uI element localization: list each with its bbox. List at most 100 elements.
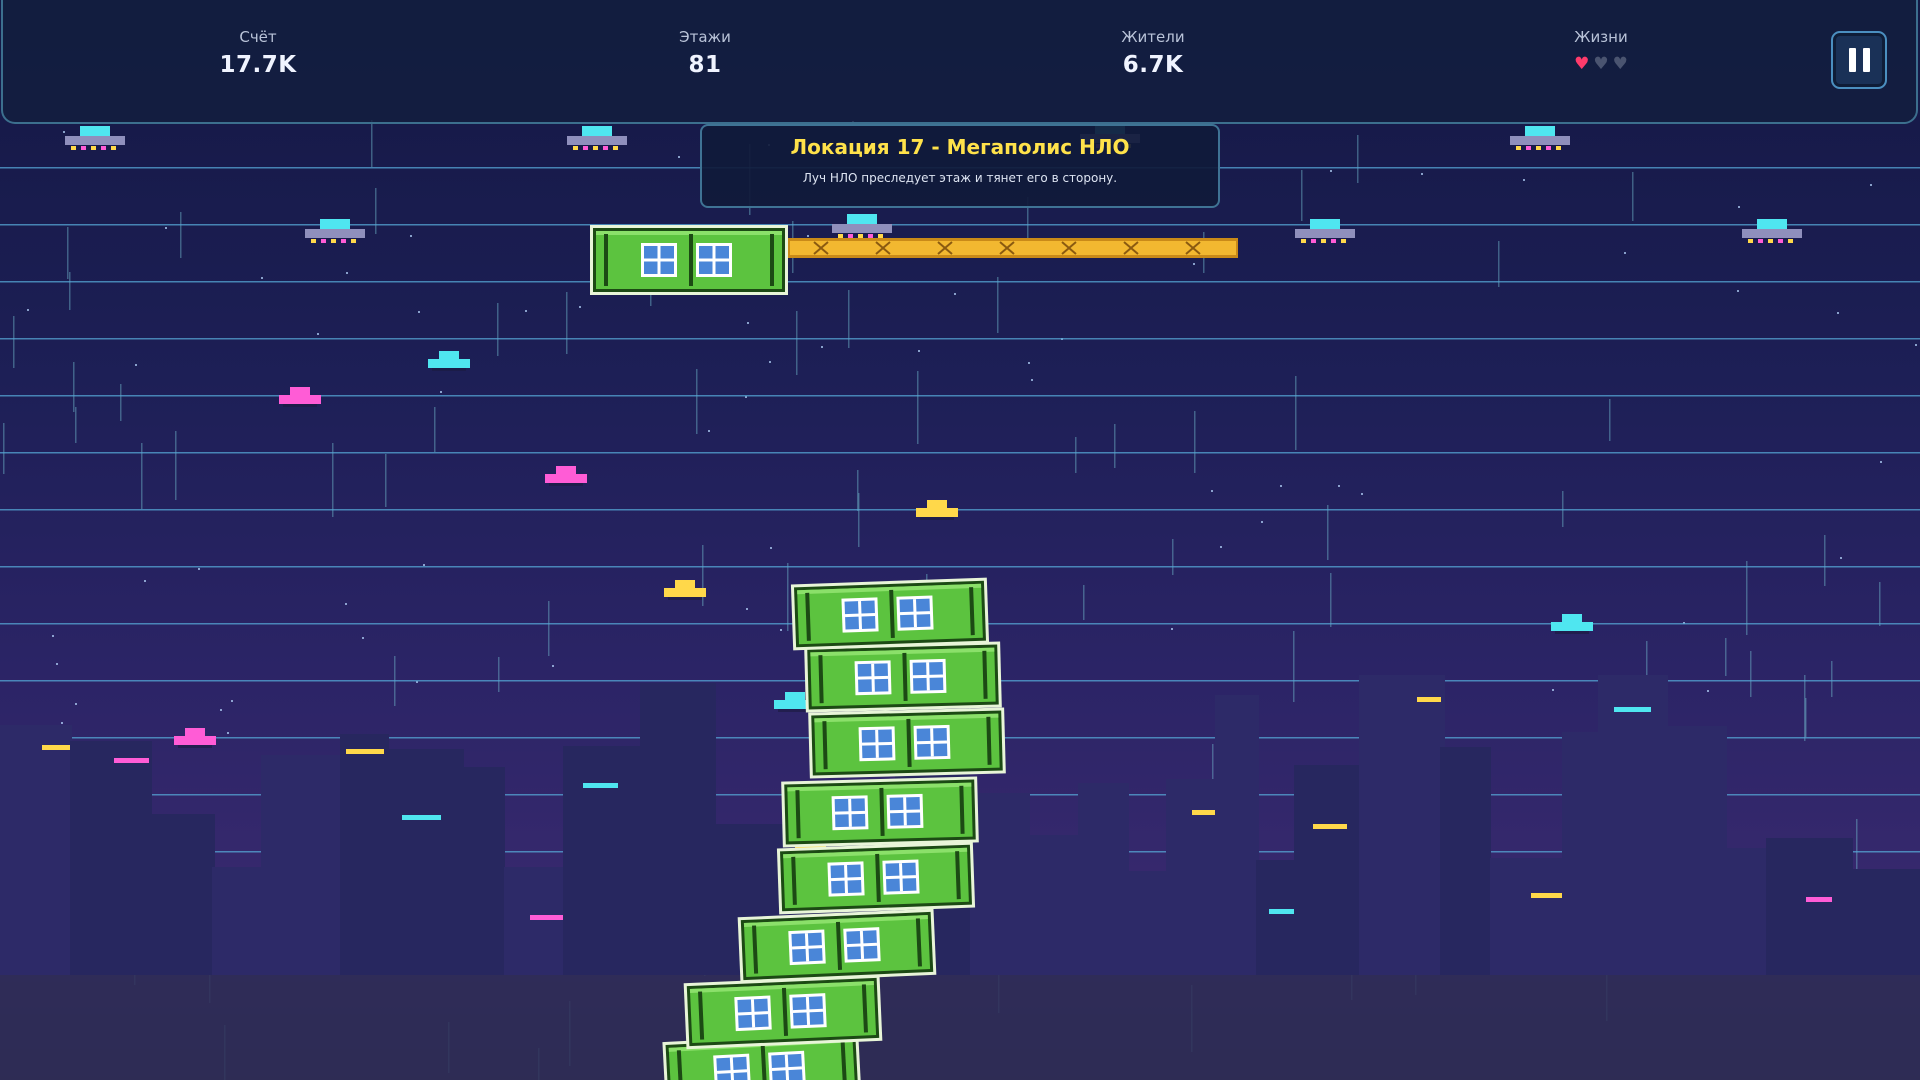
building-tower [662, 577, 1006, 1080]
star [918, 350, 920, 352]
rain-streak [1075, 437, 1077, 473]
floor-block [808, 707, 1006, 779]
floor-block [790, 577, 990, 651]
window [909, 658, 947, 694]
saucer-icon [664, 580, 706, 600]
pause-icon-bar [1862, 48, 1870, 72]
gridline [0, 338, 1920, 340]
skyline-building [563, 746, 644, 975]
star [954, 293, 956, 295]
star [1870, 184, 1872, 186]
rain-streak [497, 303, 499, 356]
rain-streak [548, 601, 550, 656]
rain-streak [1327, 505, 1329, 560]
lives-stat: Жизни ♥ ♥ ♥ [1481, 28, 1721, 73]
skyline-building [70, 741, 152, 975]
star [1338, 485, 1340, 487]
saucer-icon [1551, 614, 1593, 634]
pause-icon [1848, 48, 1856, 72]
rain-streak [1330, 573, 1332, 627]
star [769, 361, 771, 363]
rain-streak [1805, 698, 1807, 737]
heart-icon: ♥ [1574, 54, 1590, 74]
star [1421, 173, 1423, 175]
pause-button[interactable] [1831, 31, 1887, 89]
floors-stat: Этажи 81 [585, 28, 825, 78]
window [713, 1053, 751, 1080]
rain-streak [1498, 241, 1500, 287]
skyline-building [640, 683, 716, 975]
rain-streak [141, 443, 143, 509]
star [165, 227, 167, 229]
skyline-building [1124, 871, 1170, 975]
star [423, 564, 425, 566]
window [882, 859, 920, 895]
skyline-building [1028, 835, 1078, 975]
rain-streak [73, 362, 75, 412]
star [56, 663, 58, 665]
ufo-icon [65, 126, 125, 150]
rain-streak [371, 120, 373, 167]
lives-hearts: ♥ ♥ ♥ [1481, 56, 1721, 73]
star [1261, 521, 1263, 523]
rain-streak [997, 277, 999, 333]
window [827, 861, 865, 897]
star [1880, 461, 1882, 463]
neon-sign [346, 749, 385, 754]
rain-streak [1114, 424, 1116, 468]
rain-streak [1746, 561, 1748, 635]
window [858, 726, 896, 762]
skyline-building [457, 767, 505, 975]
star [345, 603, 347, 605]
gridline [0, 224, 1920, 226]
star [1220, 546, 1222, 548]
heart-icon: ♥ [1593, 54, 1609, 74]
star [1361, 493, 1363, 495]
rain-streak [1824, 535, 1826, 586]
rain-streak [1301, 170, 1303, 221]
neon-sign [1531, 893, 1562, 898]
star [745, 396, 747, 398]
rain-streak [375, 188, 377, 234]
rain-streak [1804, 675, 1806, 741]
skyline-building [1853, 869, 1920, 975]
window [734, 995, 772, 1032]
star [1552, 689, 1554, 691]
star [678, 156, 680, 158]
skyline-building [970, 793, 1030, 975]
saucer-icon [428, 351, 470, 371]
rain-streak [385, 454, 387, 507]
rain-streak [787, 563, 789, 631]
neon-sign [530, 915, 568, 920]
neon-sign [1806, 897, 1832, 902]
window [696, 243, 732, 277]
star [1915, 344, 1917, 346]
star [261, 277, 263, 279]
skyline-building [1664, 726, 1727, 975]
window [641, 243, 677, 277]
star [416, 681, 418, 683]
rain-streak [1750, 651, 1752, 697]
hud-bar: Счёт 17.7K Этажи 81 Жители 6.7K Жизни ♥ ♥… [1, 0, 1918, 124]
star [807, 235, 809, 237]
ufo-icon [832, 214, 892, 238]
rain-streak [566, 292, 568, 354]
rain-streak [67, 227, 69, 279]
saucer-icon [174, 728, 216, 748]
rain-streak [857, 470, 859, 511]
rain-streak [1293, 631, 1295, 702]
floor-block [683, 974, 883, 1050]
star [747, 322, 749, 324]
floor-block [590, 225, 788, 295]
star [821, 346, 823, 348]
star [525, 310, 527, 312]
star [63, 131, 65, 133]
skyline-building [261, 755, 347, 975]
skyline-building [148, 814, 215, 975]
floors-value: 81 [688, 52, 722, 78]
rain-streak [1831, 661, 1833, 697]
tractor-beam [788, 238, 1238, 258]
star [1330, 170, 1332, 172]
star [1028, 362, 1030, 364]
star [1193, 263, 1195, 265]
